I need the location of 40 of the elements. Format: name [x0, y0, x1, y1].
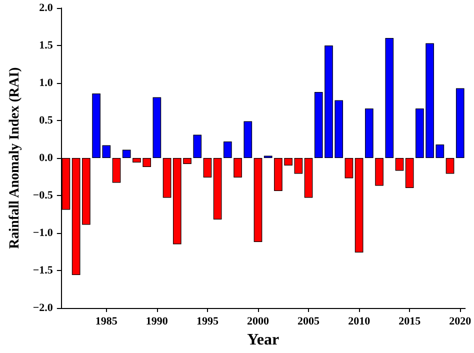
- y-tick-label: 1.0: [39, 77, 54, 89]
- bar: [193, 134, 202, 158]
- bar: [112, 158, 121, 183]
- y-tick-label: −1.5: [32, 264, 54, 276]
- y-tick-label: −2.0: [32, 302, 54, 314]
- y-tick-label: 1.5: [39, 40, 54, 52]
- bar: [375, 158, 384, 186]
- bar: [224, 142, 232, 158]
- bar: [395, 158, 404, 171]
- bar: [385, 38, 394, 158]
- x-tick-label: 2020: [449, 316, 472, 328]
- bar: [162, 158, 172, 198]
- y-tick-label: −1.0: [32, 227, 54, 239]
- y-tick-label: −0.5: [32, 190, 54, 202]
- bar: [405, 158, 414, 188]
- x-tick-label: 2000: [247, 316, 270, 328]
- x-tick-label: 1985: [95, 316, 118, 328]
- bar: [203, 158, 212, 178]
- x-tick-label: 2010: [348, 316, 371, 328]
- x-tick-label: 2005: [298, 316, 320, 328]
- bar: [365, 108, 374, 158]
- x-tick-label: 1995: [196, 316, 219, 328]
- bar: [152, 97, 162, 158]
- bar: [344, 158, 354, 178]
- y-tick-label: 0.0: [39, 152, 54, 164]
- y-axis-title: Rainfall Anomaly Index (RAI): [8, 66, 22, 249]
- y-tick-label: 0.5: [39, 114, 54, 126]
- bar: [304, 158, 313, 198]
- x-axis-title: Year: [247, 332, 280, 348]
- x-tick-label: 2015: [398, 316, 422, 328]
- bar: [213, 158, 222, 220]
- x-tick-label: 1990: [146, 316, 168, 328]
- bar: [456, 88, 464, 158]
- bar: [354, 158, 364, 252]
- bar: [234, 158, 242, 178]
- bar: [122, 150, 131, 158]
- bar: [446, 158, 454, 174]
- y-tick-label: 2.0: [39, 2, 54, 14]
- bar: [244, 121, 252, 158]
- bar: [254, 158, 262, 242]
